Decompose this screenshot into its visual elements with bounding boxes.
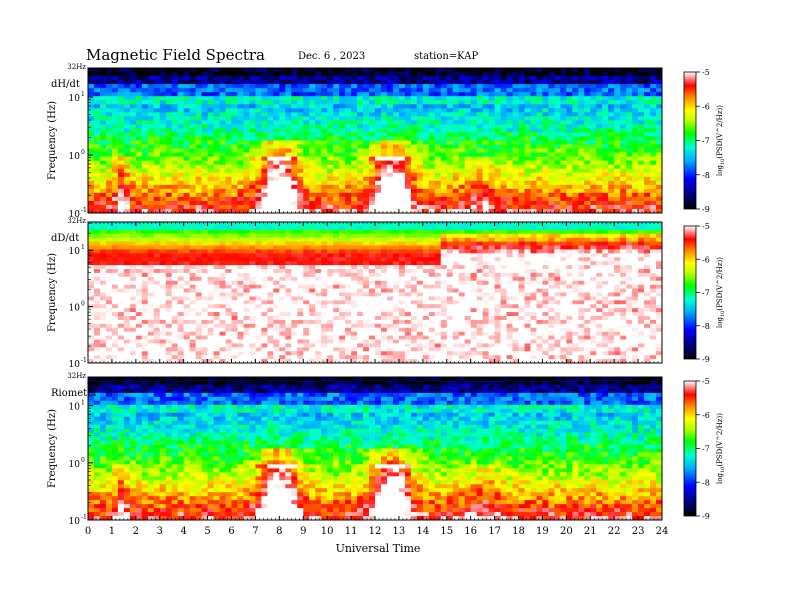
svg-text:1: 1 [81, 91, 85, 98]
svg-text:-1: -1 [81, 207, 87, 214]
x-tick-label: 14 [416, 526, 429, 537]
x-tick-label: 12 [369, 526, 382, 537]
x-tick-label: 13 [393, 526, 406, 537]
spectrogram-heatmap [88, 68, 663, 214]
station-label: station=KAP [414, 51, 478, 62]
spectrogram-heatmap [88, 222, 663, 364]
panel-name: dD/dt [51, 233, 79, 244]
x-tick-label: 18 [512, 526, 525, 537]
svg-text:10: 10 [69, 152, 81, 162]
x-tick-label: 5 [204, 526, 210, 537]
colorbar-label: log10(PSD(V^2/Hz)) [716, 257, 726, 328]
colorbar-label: log10(PSD(V^2/Hz)) [716, 413, 726, 484]
y-tick-label: 10 0 [69, 149, 85, 162]
spectrogram-heatmap [88, 377, 663, 521]
y-top-label: 32Hz [67, 63, 86, 71]
colorbar-tick-label: -6 [702, 411, 710, 420]
y-axis-label: Frequency (Hz) [47, 253, 58, 332]
x-tick-label: 7 [252, 526, 258, 537]
x-tick-label: 4 [180, 526, 186, 537]
colorbar-tick-label: -8 [702, 322, 710, 331]
colorbar-tick-label: -9 [702, 512, 710, 521]
y-top-label: 32Hz [67, 217, 86, 225]
x-axis-label: Universal Time [336, 542, 421, 555]
date-label: Dec. 6 , 2023 [298, 51, 365, 62]
y-tick-label: 10 -1 [69, 514, 87, 527]
colorbar-tick-label: -9 [702, 205, 710, 214]
x-tick-label: 6 [228, 526, 234, 537]
svg-text:10: 10 [69, 94, 81, 104]
svg-text:0: 0 [81, 149, 85, 156]
x-tick-label: 10 [321, 526, 334, 537]
x-tick-label: 16 [464, 526, 477, 537]
colorbar-tick-label: -7 [702, 445, 710, 454]
colorbar-tick-label: -8 [702, 478, 710, 487]
x-tick-label: 3 [157, 526, 163, 537]
y-top-label: 32Hz [67, 372, 86, 380]
y-tick-label: 10 0 [69, 301, 85, 314]
y-tick-label: 10 1 [69, 400, 85, 413]
y-axis-label: Frequency (Hz) [47, 409, 58, 488]
x-tick-label: 24 [656, 526, 669, 537]
x-tick-label: 23 [632, 526, 645, 537]
colorbar-tick-label: -5 [702, 377, 710, 386]
x-tick-label: 21 [584, 526, 597, 537]
colorbar-tick-label: -6 [702, 102, 710, 111]
colorbar: -5 -6 -7 -8 -9 log10(PSD(V^2/Hz)) [683, 377, 726, 521]
colorbar-tick-label: -6 [702, 255, 710, 264]
y-tick-label: 10 1 [69, 91, 85, 104]
x-tick-label: 15 [440, 526, 453, 537]
colorbar-label: log10(PSD(V^2/Hz)) [716, 105, 726, 176]
x-tick-label: 22 [608, 526, 621, 537]
x-tick-label: 19 [536, 526, 549, 537]
x-tick-label: 8 [276, 526, 282, 537]
y-tick-label: 10 1 [69, 244, 85, 257]
panel-name: Riometer [51, 388, 98, 399]
y-axis-label: Frequency (Hz) [47, 101, 58, 180]
x-tick-label: 20 [560, 526, 573, 537]
y-tick-label: 10 0 [69, 457, 85, 470]
colorbar-tick-label: -5 [702, 222, 710, 231]
y-tick-label: 10 -1 [69, 357, 87, 370]
y-tick-label: 10 -1 [69, 207, 87, 220]
panel-name: dH/dt [51, 79, 80, 90]
x-tick-label: 2 [133, 526, 139, 537]
colorbar-tick-label: -7 [702, 289, 710, 298]
x-tick-label: 11 [345, 526, 358, 537]
figure-title: Magnetic Field Spectra [86, 46, 265, 64]
colorbar: -5 -6 -7 -8 -9 log10(PSD(V^2/Hz)) [683, 68, 726, 214]
svg-text:10: 10 [69, 210, 81, 220]
colorbar-tick-label: -9 [702, 355, 710, 364]
x-tick-label: 9 [300, 526, 306, 537]
x-tick-label: 0 [85, 526, 91, 537]
x-tick-label: 17 [488, 526, 501, 537]
colorbar-tick-label: -5 [702, 68, 710, 77]
colorbar-tick-label: -7 [702, 137, 710, 146]
x-tick-label: 1 [109, 526, 115, 537]
colorbar: -5 -6 -7 -8 -9 log10(PSD(V^2/Hz)) [683, 222, 726, 364]
colorbar-tick-label: -8 [702, 171, 710, 180]
